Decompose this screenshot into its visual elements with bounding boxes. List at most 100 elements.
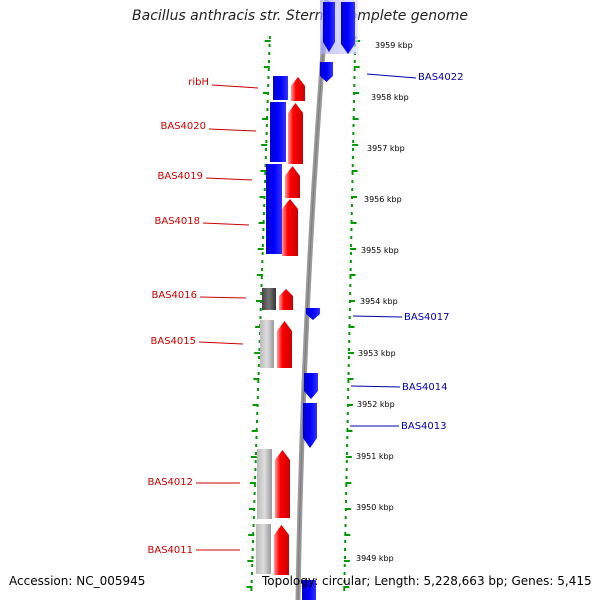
gene-BAS4013[interactable] (303, 403, 317, 448)
accession-info: Accession: NC_005945 (9, 574, 146, 588)
gene-BAS4015-grey[interactable] (260, 320, 274, 368)
kbp-tick-label: 3957 kbp (367, 144, 405, 153)
rail-dot (347, 396, 350, 399)
rail-dot (343, 572, 346, 575)
gene-label-left[interactable]: BAS4018 (155, 216, 201, 227)
kbp-tick-label: 3949 kbp (356, 554, 394, 563)
rail-dot (254, 460, 257, 463)
leader-line (199, 296, 247, 299)
gene-BAS4017[interactable] (306, 308, 320, 320)
gene-BAS4012[interactable] (275, 450, 290, 518)
rail-dot (351, 188, 354, 191)
rail-dot (345, 468, 348, 471)
gene-BAS4016[interactable] (279, 289, 293, 310)
gene-BAS4018-reverse[interactable] (266, 164, 282, 254)
rail-dot (261, 268, 264, 271)
rail-tick (249, 482, 256, 484)
gene-label-left[interactable]: BAS4011 (148, 545, 194, 556)
gene-label-right[interactable]: BAS4014 (402, 382, 448, 393)
rail-dot (265, 140, 268, 143)
rail-dot (252, 516, 255, 519)
gene-label-left[interactable]: BAS4020 (161, 121, 207, 132)
gene-features[interactable] (256, 2, 355, 600)
gene-BAS4015[interactable] (277, 321, 292, 368)
gene-BAS4016-grey[interactable] (262, 288, 276, 310)
gene-label-right[interactable]: BAS4017 (404, 312, 450, 323)
rail-tick (249, 508, 256, 510)
rail-dot (345, 460, 348, 463)
rail-dot (349, 252, 352, 255)
rail-dot (255, 444, 258, 447)
rail-tick (353, 66, 360, 68)
rail-dot (254, 452, 257, 455)
rail-tick (349, 274, 356, 276)
gene-BAS4020[interactable] (288, 103, 303, 164)
rail-dot (254, 468, 257, 471)
rail-tick (351, 196, 358, 198)
gene-BAS4011[interactable] (274, 525, 289, 575)
rail-dot (265, 132, 268, 135)
rail-tick (344, 508, 351, 510)
gene-label-left[interactable]: BAS4015 (151, 336, 197, 347)
gene-BAS4014[interactable] (304, 373, 318, 399)
kbp-tick-label: 3959 kbp (375, 41, 413, 50)
gene-BAS4012-grey[interactable] (257, 449, 272, 519)
rail-dot (268, 52, 271, 55)
rail-dot (344, 524, 347, 527)
rail-dot (265, 124, 268, 127)
rail-dot (353, 68, 356, 71)
leader-line (208, 128, 257, 132)
gene-label-right[interactable]: BAS4013 (401, 421, 447, 432)
rail-dot (348, 340, 351, 343)
rail-tick (344, 534, 351, 536)
rail-dot (346, 412, 349, 415)
scale-rails (246, 36, 361, 591)
rail-tick (253, 378, 260, 380)
rail-dot (344, 540, 347, 543)
rail-tick (348, 326, 355, 328)
rail-dot (258, 332, 261, 335)
leader-line (352, 315, 403, 318)
rail-dot (259, 316, 262, 319)
rail-tick (343, 560, 350, 562)
rail-dot (261, 244, 264, 247)
gene-ribH[interactable] (291, 77, 305, 101)
rail-tick (346, 404, 353, 406)
gene-reverse-bottom[interactable] (302, 580, 316, 600)
gene-ribH-reverse[interactable] (273, 76, 288, 100)
gene-reverse[interactable] (323, 2, 335, 52)
rail-dot (344, 532, 347, 535)
gene-reverse[interactable] (341, 2, 355, 54)
rail-dot (259, 308, 262, 311)
gene-label-left[interactable]: ribH (188, 77, 209, 88)
leader-line (350, 385, 401, 388)
gene-BAS4020-reverse[interactable] (270, 102, 286, 162)
rail-tick (352, 144, 359, 146)
kbp-scale: 3959 kbp 3958 kbp 3957 kbp 3956 kbp 3955 kbp… (356, 41, 413, 563)
rail-dot (264, 172, 267, 175)
rail-dot (348, 332, 351, 335)
gene-BAS4022[interactable] (320, 62, 333, 82)
rail-dot (254, 476, 257, 479)
gene-label-right[interactable]: BAS4022 (418, 72, 464, 83)
rail-tick (352, 118, 359, 120)
rail-tick (262, 118, 269, 120)
rail-dot (260, 276, 263, 279)
gene-label-left[interactable]: BAS4016 (152, 290, 198, 301)
gene-BAS4011-grey[interactable] (256, 524, 271, 574)
gene-label-left[interactable]: BAS4012 (148, 477, 194, 488)
rail-dot (268, 60, 270, 63)
rail-dot (263, 204, 266, 207)
rail-dot (267, 76, 270, 79)
gene-BAS4018[interactable] (282, 199, 298, 256)
rail-dot (251, 548, 254, 551)
gene-label-left[interactable]: BAS4019 (158, 171, 204, 182)
kbp-tick-label: 3950 kbp (356, 503, 394, 512)
rail-dot (266, 100, 269, 103)
rail-dot (351, 164, 354, 167)
gene-BAS4019[interactable] (285, 166, 300, 198)
rail-dot (343, 564, 346, 567)
rail-tick (347, 352, 354, 354)
rail-tick (343, 586, 350, 588)
